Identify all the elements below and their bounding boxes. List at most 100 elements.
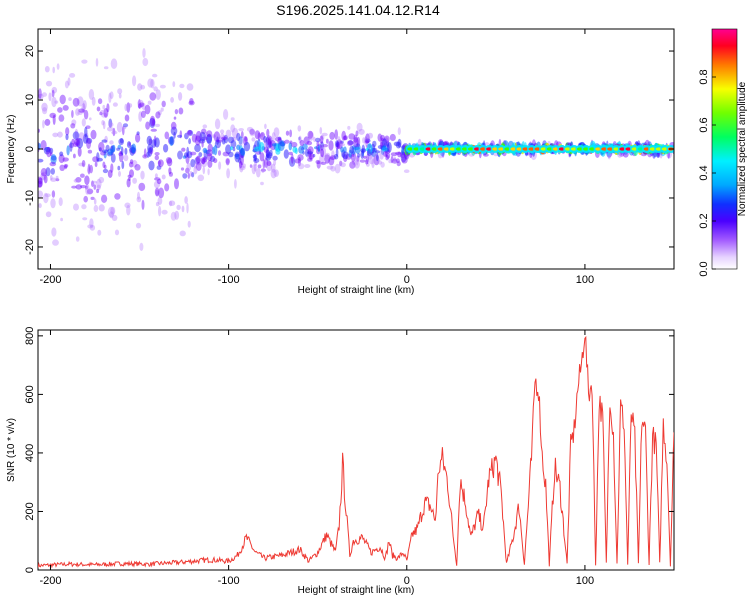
spectrogram-cell <box>261 167 265 174</box>
spectrogram-cell <box>180 167 185 171</box>
spectrogram-cell <box>552 147 559 151</box>
spectrogram-cell <box>123 154 129 162</box>
spectrogram-cell <box>71 119 77 126</box>
spectrogram-cell <box>168 200 176 206</box>
spectrogram-cell <box>339 160 343 167</box>
spectrogram-cell <box>385 155 389 161</box>
spectrogram-cell <box>140 110 146 119</box>
spectrogram-cell <box>150 128 157 132</box>
spectrogram-cell <box>78 108 85 113</box>
spectrogram-cell <box>142 57 149 67</box>
spectrogram-cell <box>114 229 120 236</box>
spectrogram-cell <box>380 161 385 168</box>
spectrogram-cell <box>161 100 166 108</box>
spectrogram-cell <box>81 160 86 168</box>
spectrogram-cell <box>169 200 173 207</box>
spectrogram-cell <box>84 175 90 185</box>
spectrogram-cell <box>111 130 118 135</box>
spectrogram-cell <box>154 155 159 161</box>
spectrogram-cell <box>349 161 356 169</box>
spectrogram-cell <box>71 185 77 189</box>
spectrogram-cell <box>58 197 63 207</box>
spectrogram-cell <box>260 168 267 172</box>
spectrogram-cell <box>365 133 370 144</box>
spectrogram-cell <box>138 111 143 122</box>
spectrogram-cell <box>231 127 239 139</box>
spectrogram-cell <box>437 147 444 151</box>
spectrogram-cell <box>127 174 132 178</box>
spectrogram-cell <box>217 150 222 156</box>
spectrogram-cell <box>169 136 174 147</box>
spectrogram-cell <box>136 131 140 136</box>
snr-y-label: SNR (10 * v/v) <box>6 418 17 482</box>
spectrogram-cell <box>480 147 486 151</box>
spectrogram-cell <box>137 103 142 109</box>
spectrogram-cell <box>214 118 221 130</box>
spectrogram-cell <box>164 131 170 140</box>
spectrogram-cell <box>373 154 380 166</box>
spectrogram-cell <box>254 130 261 140</box>
spectrogram-cell <box>315 159 321 165</box>
spectrogram-cell <box>89 218 94 228</box>
spectrogram-cell <box>97 98 103 105</box>
spectrogram-cell <box>322 144 329 148</box>
spectrogram-cell <box>86 137 93 144</box>
spectrogram-cell <box>179 230 186 237</box>
spectrogram-cell <box>219 136 223 141</box>
spectrogram-cell <box>195 155 201 164</box>
spectrogram-y-tick-label: 0 <box>24 146 36 152</box>
spectrogram-cell <box>111 214 118 221</box>
spectrogram-cell <box>65 127 70 136</box>
spectrogram-cell <box>164 183 170 192</box>
spectrogram-cell <box>135 133 141 143</box>
snr-y-tick-label: 400 <box>24 444 36 462</box>
spectrogram-cell <box>51 89 55 98</box>
spectrogram-cell <box>149 92 157 101</box>
spectrogram-cell <box>177 134 183 138</box>
spectrogram-cell <box>336 139 343 150</box>
spectrogram-cell <box>136 196 142 203</box>
spectrogram-cell <box>619 147 626 151</box>
spectrogram-cell <box>75 177 82 183</box>
spectrogram-cell <box>184 132 189 140</box>
spectrogram-cell <box>140 170 145 180</box>
snr-x-tick-label: 0 <box>404 575 410 587</box>
spectrogram-cell <box>98 147 102 152</box>
spectrogram-cell <box>52 239 59 246</box>
spectrogram-cell <box>207 143 213 152</box>
spectrogram-cell <box>72 97 80 107</box>
spectrogram-cell <box>319 154 325 164</box>
spectrogram-cell <box>138 182 146 192</box>
colorbar-tick-label: 0.4 <box>698 165 710 180</box>
spectrogram-cell <box>384 147 389 152</box>
spectrogram-cell <box>236 144 241 151</box>
spectrogram-cell <box>255 167 261 178</box>
spectrogram-cell <box>376 152 379 162</box>
spectrogram-cell <box>326 165 334 170</box>
spectrogram-cell <box>249 128 256 137</box>
spectrogram-cell <box>186 131 191 138</box>
spectrogram-cell <box>65 133 69 141</box>
spectrogram-cell <box>240 154 244 166</box>
spectrogram-cell <box>197 174 205 182</box>
spectrogram-cell <box>51 86 58 94</box>
spectrogram-cell <box>42 119 45 129</box>
spectrogram-cell <box>401 157 408 164</box>
spectrogram-cell <box>181 205 185 213</box>
spectrogram-cell <box>89 164 93 174</box>
spectrogram-cell <box>298 136 301 141</box>
spectrogram-cell <box>498 147 505 151</box>
spectrogram-cell <box>174 109 179 115</box>
spectrogram-cell <box>206 130 213 138</box>
spectrogram-cell <box>307 130 314 139</box>
spectrogram-cell <box>546 147 553 151</box>
spectrogram-cell <box>139 102 145 108</box>
spectrogram-cell <box>381 138 388 148</box>
spectrogram-cell <box>277 136 282 141</box>
spectrogram-cell <box>182 173 188 179</box>
spectrogram-cell <box>124 114 130 122</box>
spectrogram-cell <box>265 154 272 161</box>
spectrogram-cell <box>173 116 177 120</box>
spectrogram-cell <box>455 147 462 151</box>
